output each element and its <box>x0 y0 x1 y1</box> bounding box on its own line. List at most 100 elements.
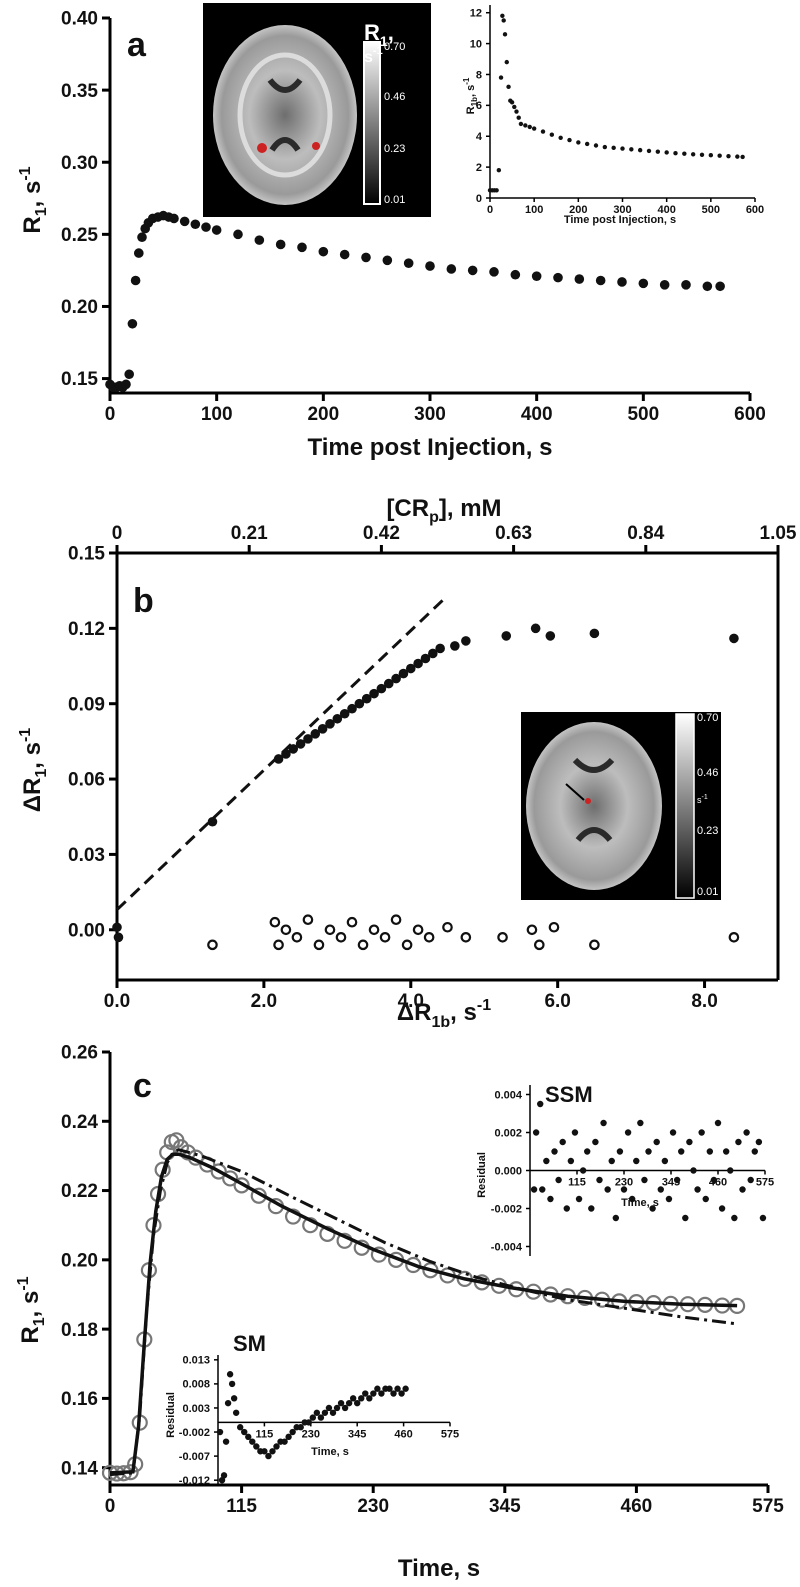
data-point <box>382 255 393 266</box>
filled-point <box>354 698 365 709</box>
data-point <box>403 258 414 268</box>
y-tick-label: 10 <box>470 38 482 50</box>
inset-data-point <box>646 148 652 154</box>
top-tick-label: 1.05 <box>760 523 797 544</box>
data-point <box>201 222 211 232</box>
inset-data-point <box>512 104 517 110</box>
panel-c: 0 115 230 345 460 575 0.14 0.16 0.18 0.20 0.22 0.24… <box>15 1043 784 1582</box>
panel-a-brain-image-inset: R1, s-1 0.70 0.46 0.23 0.01 <box>203 3 431 217</box>
inset-data-point <box>500 13 505 19</box>
open-point <box>442 921 453 933</box>
residual-point <box>305 1419 312 1426</box>
filled-point <box>405 663 416 674</box>
data-point <box>531 271 542 281</box>
residual-point <box>269 1448 276 1455</box>
y-tick-label: -0.002 <box>491 1203 522 1215</box>
inset-data-point <box>682 151 687 156</box>
y-tick-label: 0.000 <box>494 1165 522 1177</box>
inset-data-point <box>504 59 509 65</box>
inset-data-point <box>498 75 504 80</box>
inset-data-point <box>593 143 599 148</box>
sm-inset-y-label: Residual <box>165 1392 177 1438</box>
residual-point <box>678 1148 685 1155</box>
residual-point <box>337 1399 345 1407</box>
y-tick-label: 0.06 <box>68 770 105 791</box>
x-tick-label: 0 <box>105 1496 116 1517</box>
residual-point <box>686 1138 693 1146</box>
residual-point <box>253 1443 260 1450</box>
residual-point <box>530 1186 538 1193</box>
panel-b-axes: 0.0 2.0 4.0 6.0 8.0 0.00 0.03 0.06 0.09 0.12 0.15 0… <box>68 523 797 1012</box>
x-tick-label: 115 <box>256 1428 274 1440</box>
open-point <box>269 916 281 928</box>
panel-a-inset-data-series <box>487 13 745 193</box>
panel-a-data-series <box>105 210 725 393</box>
residual-point <box>669 1129 677 1136</box>
residual-point <box>747 1176 754 1184</box>
y-tick-label: -0.007 <box>179 1451 210 1463</box>
data-point <box>254 235 265 245</box>
residual-point <box>539 1186 546 1193</box>
residual-point <box>218 1476 226 1484</box>
x-tick-label: 6.0 <box>544 991 570 1012</box>
y-tick-label: 0.09 <box>68 694 105 715</box>
residual-point <box>341 1404 349 1412</box>
data-point <box>638 278 649 289</box>
panel-a-y-axis-label: R1, s-1 <box>17 166 50 233</box>
residual-point <box>600 1119 607 1127</box>
residual-point <box>543 1157 550 1165</box>
residual-point <box>714 1119 722 1127</box>
residual-point <box>245 1433 252 1441</box>
colorbar-label: 0.70 <box>384 41 405 53</box>
residual-point <box>637 1119 644 1127</box>
ssm-inset-y-label: Residual <box>476 1152 488 1198</box>
residual-point <box>575 1195 583 1203</box>
inset-data-point <box>584 141 590 147</box>
top-tick-label: 0 <box>112 523 123 544</box>
open-point <box>273 939 284 951</box>
x-tick-label: 200 <box>307 404 339 425</box>
x-tick-label: 575 <box>752 1496 784 1517</box>
inset-data-point <box>509 100 515 105</box>
filled-point <box>450 641 460 651</box>
residual-point <box>612 1214 620 1222</box>
residual-point <box>624 1129 632 1136</box>
residual-point <box>698 1129 705 1136</box>
colorbar-label: 0.23 <box>697 825 718 837</box>
residual-point <box>588 1205 595 1212</box>
colorbar-label: 0.01 <box>384 194 405 206</box>
residual-point <box>751 1148 758 1155</box>
top-tick-label: 0.63 <box>495 523 532 544</box>
inset-data-point <box>717 153 722 158</box>
residual-point <box>222 1438 230 1445</box>
inset-data-point <box>637 147 643 153</box>
top-tick-label: 0.42 <box>363 523 400 544</box>
y-tick-label: 0.14 <box>61 1458 98 1479</box>
x-tick-label: 345 <box>348 1428 366 1440</box>
panel-c-sm-inset: 115 230 345 460 575 0.013 0.008 0.003 -0.002 -0.0… <box>179 1355 459 1487</box>
data-point <box>137 232 147 243</box>
y-tick-label: 0.16 <box>61 1389 98 1410</box>
data-point <box>510 269 521 280</box>
residual-point <box>592 1138 599 1146</box>
inset-data-point <box>549 132 555 137</box>
x-tick-label: 115 <box>568 1177 586 1189</box>
panel-b-brain-image-inset: 0.70 0.46 0.23 0.01 s-1 <box>521 712 721 900</box>
inset-data-point <box>602 144 608 150</box>
x-tick-label: 600 <box>734 404 766 425</box>
residual-point <box>673 1176 681 1184</box>
x-tick-label: 2.0 <box>251 991 277 1012</box>
y-tick-label: 2 <box>476 162 482 174</box>
inset-data-point <box>735 154 740 159</box>
y-tick-label: 0.03 <box>68 845 105 866</box>
residual-point <box>224 1399 232 1407</box>
y-tick-label: 0.40 <box>61 9 98 30</box>
residual-point <box>317 1414 325 1421</box>
residual-point <box>297 1424 304 1431</box>
panel-c-fit-lines <box>109 1148 738 1477</box>
inset-data-point <box>502 32 508 37</box>
filled-point <box>303 734 313 744</box>
data-point <box>715 281 725 292</box>
x-tick-label: 300 <box>414 404 446 425</box>
inset-data-point <box>558 135 563 140</box>
